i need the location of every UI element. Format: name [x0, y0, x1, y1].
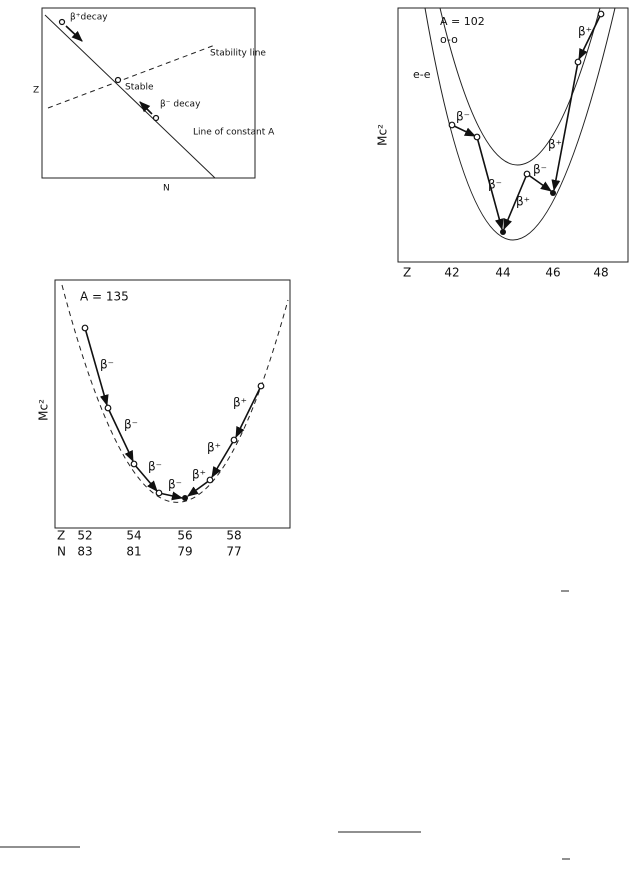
figure-decay: β⁺decay Stability line Z Stable β⁻ decay…	[33, 7, 275, 194]
arrow	[133, 463, 158, 492]
frame	[41, 7, 256, 179]
arrow	[526, 173, 552, 192]
arrow	[235, 385, 262, 439]
title: A = 102	[440, 15, 485, 28]
arrow	[107, 407, 134, 463]
arrow	[503, 173, 528, 231]
arrow	[476, 136, 504, 231]
axis-label: Z	[57, 529, 65, 543]
tick-label: 81	[126, 545, 141, 559]
point	[206, 476, 214, 484]
arrow-label: β⁻	[148, 460, 162, 474]
stability-line	[47, 44, 216, 109]
arrow	[578, 13, 602, 61]
arrow-label: β⁻	[533, 163, 547, 177]
label: Stability line	[210, 49, 266, 59]
axis-label: Mc²	[376, 124, 390, 146]
axis-label: N	[57, 545, 66, 559]
arrow	[65, 25, 83, 42]
arrow	[84, 327, 109, 407]
axis-label: Z	[33, 86, 39, 96]
point	[473, 133, 481, 141]
figure-a135: A = 135 Mc² β⁻ β⁻ β⁻ β⁻ β⁺ β⁺ β⁺ Z 52 54…	[37, 279, 291, 559]
tick-label: 44	[495, 266, 510, 280]
figure-a102: A = 102 o-o e-e Mc² β⁻ β⁻ β⁺ β⁻ β⁺ β⁺ Z …	[376, 7, 629, 280]
label: e-e	[413, 68, 431, 81]
tick-label: 56	[177, 529, 192, 543]
tick-label: 48	[593, 266, 608, 280]
arrow-label: β⁺	[192, 468, 206, 482]
point	[500, 229, 506, 235]
point	[182, 495, 188, 501]
odd-odd-curve	[439, 7, 601, 166]
arrow	[139, 101, 153, 115]
tick-label: 54	[126, 529, 141, 543]
tick-label: 42	[444, 266, 459, 280]
axis-label: Z	[403, 266, 411, 280]
point	[597, 10, 605, 18]
point	[257, 382, 265, 390]
label: β⁻ decay	[160, 100, 201, 110]
arrow-label: β⁺	[207, 441, 221, 455]
arrow-label: β⁻	[168, 478, 182, 492]
frame	[397, 7, 629, 263]
arrow	[158, 491, 184, 501]
arrow-label: β⁺	[233, 396, 247, 410]
arrow-label: β⁻	[456, 110, 470, 124]
axis-label: N	[163, 184, 170, 194]
arrow-label: β⁺	[578, 25, 592, 39]
arrow-label: β⁺	[548, 138, 562, 152]
point	[130, 460, 138, 468]
arrow-label: β⁻	[124, 418, 138, 432]
arrow	[451, 124, 477, 137]
even-even-curve	[424, 7, 616, 241]
tick-label: 83	[77, 545, 92, 559]
point	[155, 489, 163, 497]
label: Stable	[125, 83, 154, 93]
point	[152, 114, 160, 122]
arrow	[187, 479, 211, 497]
arrow	[551, 61, 579, 192]
tick-label: 58	[226, 529, 241, 543]
label: β⁺decay	[70, 13, 108, 23]
point	[104, 404, 112, 412]
point	[550, 190, 556, 196]
mass-curve	[61, 284, 289, 503]
tick-label: 77	[226, 545, 241, 559]
arrow	[211, 439, 235, 478]
label: o-o	[440, 33, 458, 46]
point	[523, 170, 531, 178]
point	[114, 76, 122, 84]
point	[574, 58, 582, 66]
axis-label: Mc²	[37, 399, 51, 421]
tick-label: 52	[77, 529, 92, 543]
label: Line of constant A	[193, 128, 275, 138]
point	[81, 324, 89, 332]
constant-a-line	[44, 14, 216, 179]
arrow-label: β⁻	[488, 178, 502, 192]
title: A = 135	[80, 290, 129, 304]
tick-label: 79	[177, 545, 192, 559]
arrow-label: β⁻	[100, 358, 114, 372]
tick-label: 46	[545, 266, 560, 280]
point	[448, 121, 456, 129]
arrow-label: β⁺	[516, 195, 530, 209]
point	[58, 18, 66, 26]
frame	[54, 279, 291, 529]
point	[230, 436, 238, 444]
